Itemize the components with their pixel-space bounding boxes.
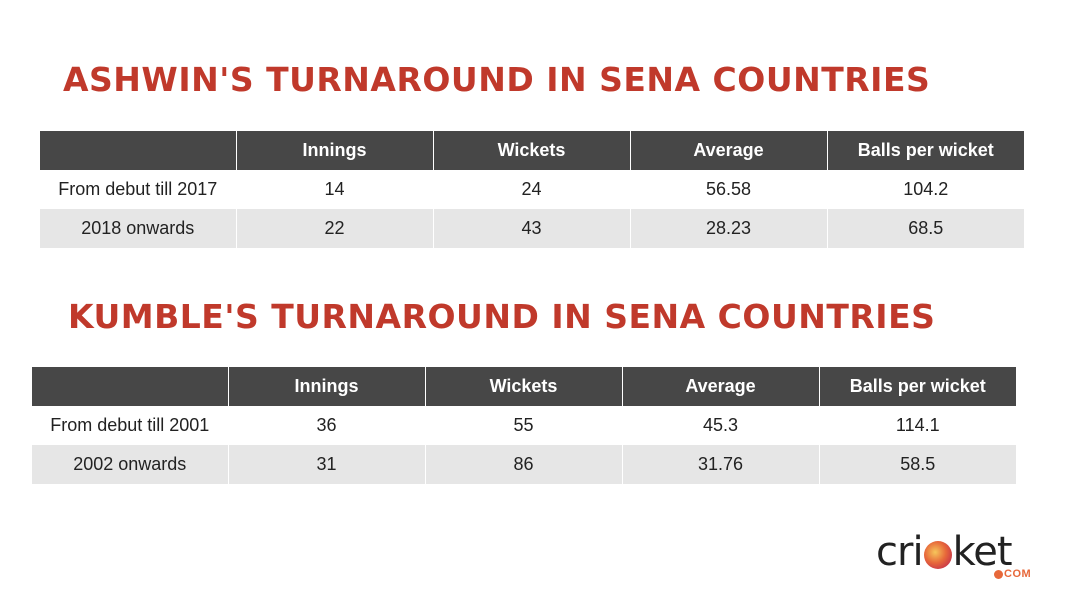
header-average: Average xyxy=(630,131,828,170)
header-wickets: Wickets xyxy=(433,131,631,170)
wickets-cell: 24 xyxy=(433,170,631,209)
row-label: From debut till 2017 xyxy=(40,170,237,209)
cricket-com-logo: cri ket COM xyxy=(876,530,1046,585)
wickets-cell: 86 xyxy=(425,445,623,484)
average-cell: 56.58 xyxy=(630,170,828,209)
innings-cell: 31 xyxy=(228,445,426,484)
ashwin-stats-table: Innings Wickets Average Balls per wicket… xyxy=(40,131,1024,248)
average-cell: 45.3 xyxy=(622,406,820,445)
header-innings: Innings xyxy=(236,131,434,170)
table-header-row: Innings Wickets Average Balls per wicket xyxy=(32,367,1016,406)
row-label: From debut till 2001 xyxy=(32,406,229,445)
logo-com-suffix: COM xyxy=(1004,568,1032,580)
wickets-cell: 43 xyxy=(433,209,631,248)
row-label: 2002 onwards xyxy=(32,445,229,484)
table-row: From debut till 2017 14 24 56.58 104.2 xyxy=(40,170,1024,209)
header-average: Average xyxy=(622,367,820,406)
innings-cell: 36 xyxy=(228,406,426,445)
average-cell: 28.23 xyxy=(630,209,828,248)
average-cell: 31.76 xyxy=(622,445,820,484)
header-row-label xyxy=(32,367,229,406)
logo-wordmark: cri ket xyxy=(876,529,1013,575)
header-balls-per-wicket: Balls per wicket xyxy=(827,131,1024,170)
innings-cell: 22 xyxy=(236,209,434,248)
wickets-cell: 55 xyxy=(425,406,623,445)
table-row: 2018 onwards 22 43 28.23 68.5 xyxy=(40,209,1024,248)
header-innings: Innings xyxy=(228,367,426,406)
table-row: 2002 onwards 31 86 31.76 58.5 xyxy=(32,445,1016,484)
logo-word-left: cri xyxy=(876,529,924,575)
logo-word-right: ket xyxy=(952,529,1013,575)
header-row-label xyxy=(40,131,237,170)
balls-per-wicket-cell: 68.5 xyxy=(827,209,1024,248)
cricket-ball-icon xyxy=(923,541,952,569)
header-wickets: Wickets xyxy=(425,367,623,406)
balls-per-wicket-cell: 58.5 xyxy=(819,445,1016,484)
kumble-stats-table: Innings Wickets Average Balls per wicket… xyxy=(32,367,1016,484)
row-label: 2018 onwards xyxy=(40,209,237,248)
header-balls-per-wicket: Balls per wicket xyxy=(819,367,1016,406)
balls-per-wicket-cell: 114.1 xyxy=(819,406,1016,445)
table-header-row: Innings Wickets Average Balls per wicket xyxy=(40,131,1024,170)
balls-per-wicket-cell: 104.2 xyxy=(827,170,1024,209)
kumble-table-title: KUMBLE'S TURNAROUND IN SENA COUNTRIES xyxy=(68,297,936,336)
innings-cell: 14 xyxy=(236,170,434,209)
logo-dot-icon xyxy=(994,570,1003,579)
table-row: From debut till 2001 36 55 45.3 114.1 xyxy=(32,406,1016,445)
ashwin-table-title: ASHWIN'S TURNAROUND IN SENA COUNTRIES xyxy=(63,60,931,99)
